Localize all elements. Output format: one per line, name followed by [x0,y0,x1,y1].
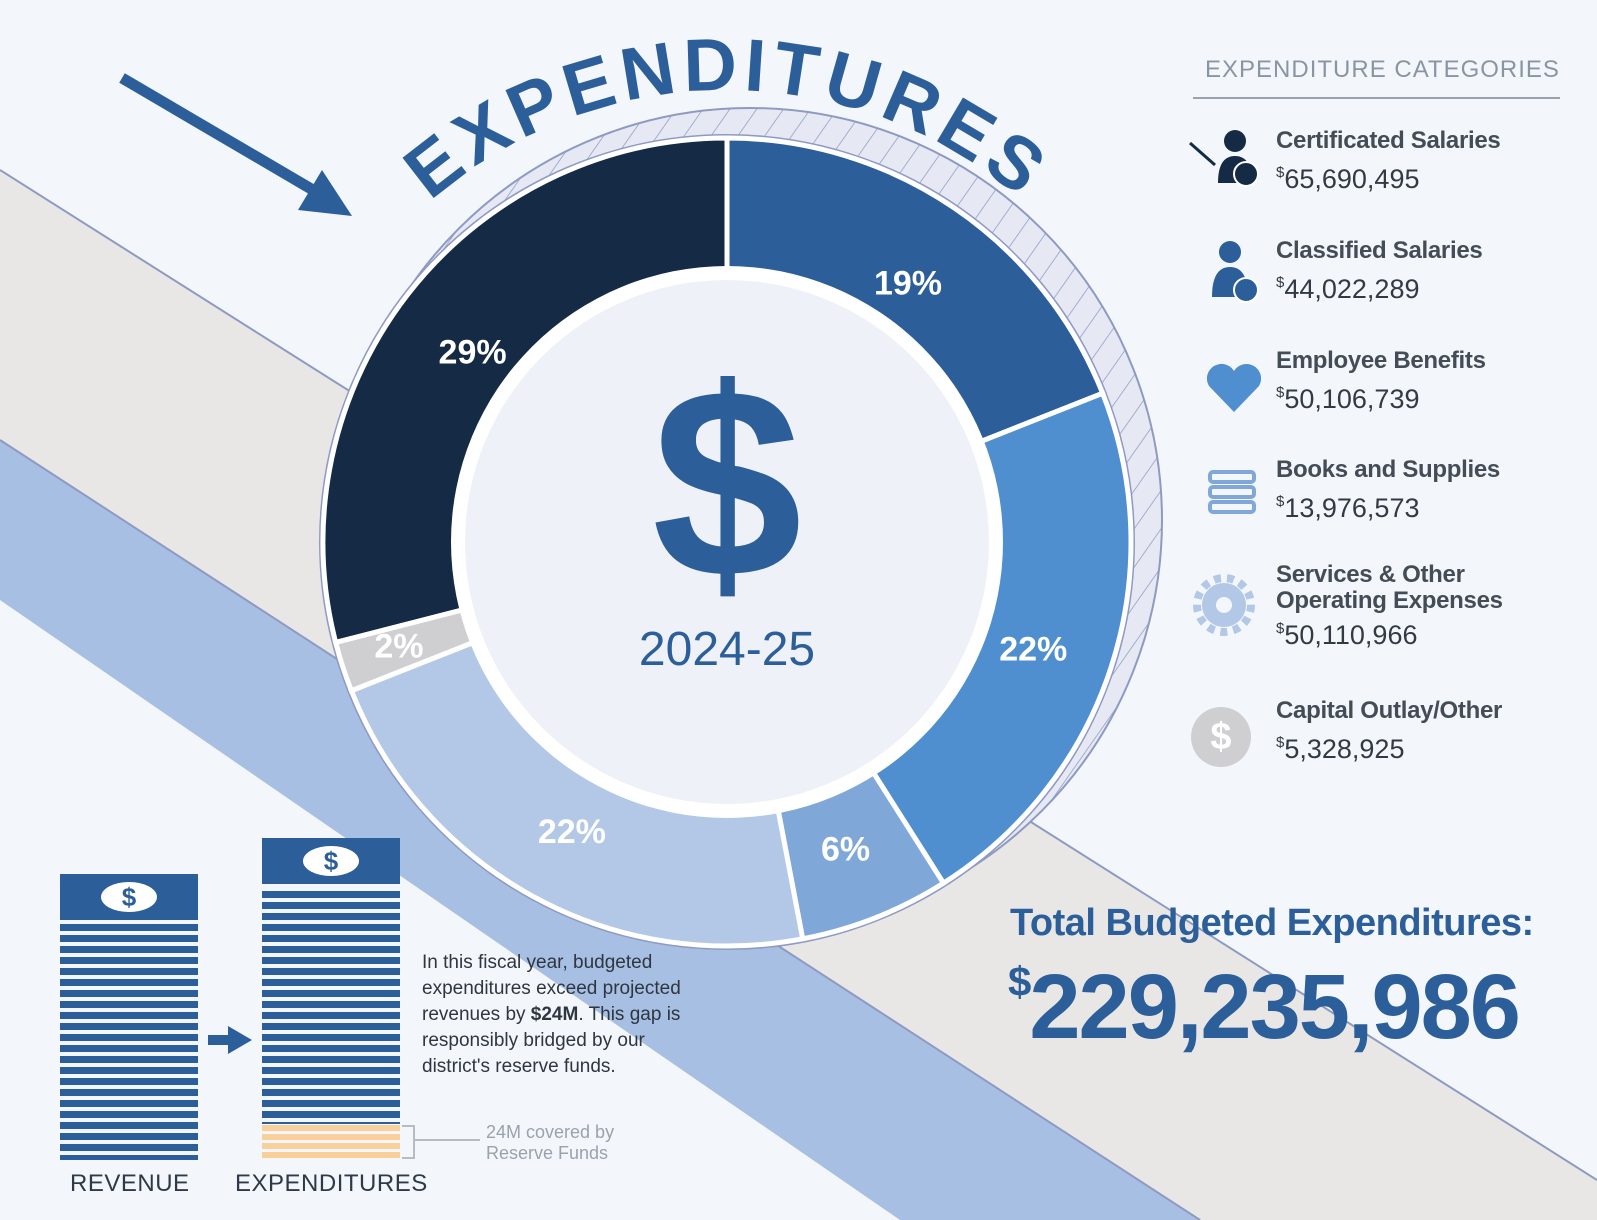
slice-label: 29% [439,334,507,372]
revenue-stack [60,924,198,1160]
amount: 44,022,289 [1284,274,1420,304]
currency: $ [1276,274,1285,291]
legend-amount: $50,110,966 [1276,620,1417,651]
slice-label: 19% [874,265,942,303]
currency: $ [1276,734,1285,751]
slice-label: 22% [999,630,1067,668]
small-arrow [208,1035,230,1045]
currency: $ [1276,384,1285,401]
slice-label: 22% [538,813,606,851]
legend-amount: $65,690,495 [1276,164,1419,195]
small-arrow-head [228,1026,252,1054]
legend-name: Certificated Salaries [1276,127,1501,154]
total-amount: $229,235,986 [1008,955,1521,1060]
legend-amount: $44,022,289 [1276,274,1419,305]
amount: 65,690,495 [1284,164,1420,194]
legend-amount: $13,976,573 [1276,493,1419,524]
note-text: . This gap is responsibly bridged by our… [422,1004,681,1077]
callout-bracket [402,1125,480,1159]
slice-label: 2% [374,628,423,666]
amount: 50,110,966 [1284,620,1418,650]
expenditures-label: EXPENDITURES [235,1170,428,1197]
inner-face [465,280,989,804]
bill-symbol: $ [324,846,339,876]
legend-amount: $5,328,925 [1276,734,1404,765]
currency: $ [1276,164,1285,181]
note: In this fiscal year, budgeted expenditur… [422,950,684,1080]
bill-symbol: $ [122,882,137,912]
currency: $ [1276,493,1285,510]
expenditures-stack [262,888,400,1124]
legend-name: Classified Salaries [1276,237,1483,264]
reserve-stack [262,1124,400,1160]
arrow [119,73,333,205]
note-text: In this fiscal year, budgeted expenditur… [422,952,681,1025]
note-bold: $24M [530,1004,579,1025]
legend-icons: $ [1189,130,1262,767]
legend-name: Employee Benefits [1276,347,1486,374]
bill-icon [101,882,157,912]
amount: 50,106,739 [1284,384,1420,414]
amount: 13,976,573 [1284,493,1420,523]
currency: $ [1276,620,1285,637]
slice-label: 6% [821,830,870,868]
legend-amount: $50,106,739 [1276,384,1419,415]
legend-name: Books and Supplies [1276,456,1500,483]
callout: 24M covered by Reserve Funds [486,1122,615,1163]
arrow-head [298,170,352,216]
legend-name: Services & Other Operating Expenses [1276,561,1503,614]
amount: 229,235,986 [1029,956,1521,1058]
bill-icon [303,846,359,876]
legend-name: Capital Outlay/Other [1276,697,1503,724]
currency: $ [1008,958,1031,1005]
amount: 5,328,925 [1284,734,1405,764]
revenue-label: REVENUE [70,1170,190,1197]
svg-text:$: $ [1210,716,1231,758]
total-label: Total Budgeted Expenditures: [1010,902,1534,944]
legend-heading: EXPENDITURE CATEGORIES [1205,56,1560,83]
center-label: 2024-25 [638,623,816,676]
dollar-icon: $ [652,333,802,634]
